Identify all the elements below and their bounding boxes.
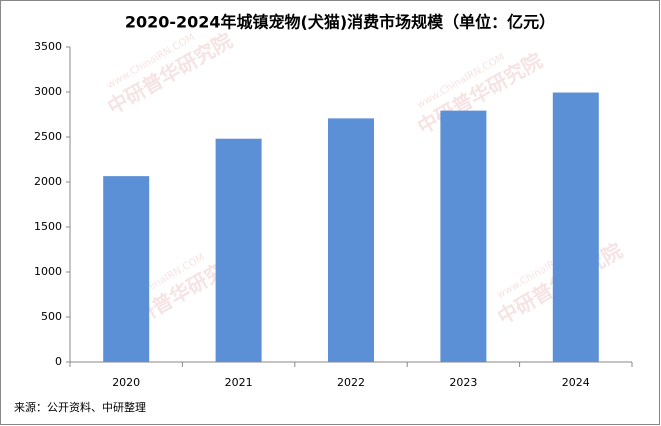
bar [552, 92, 599, 362]
bar [440, 110, 487, 362]
bar [328, 118, 374, 363]
y-tick-label: 3500 [34, 40, 62, 53]
chart-title: 2020-2024年城镇宠物(犬猫)消费市场规模（单位：亿元） [125, 13, 555, 32]
x-tick-label: 2022 [337, 376, 365, 389]
y-tick-label: 1000 [34, 265, 62, 278]
x-tick-label: 2023 [449, 376, 477, 389]
y-tick-label: 2500 [34, 130, 62, 143]
x-tick-label: 2020 [112, 376, 140, 389]
source-note: 来源：公开资料、中研整理 [14, 400, 146, 414]
x-tick-label: 2021 [225, 376, 253, 389]
y-tick-label: 0 [55, 355, 62, 368]
y-tick-label: 1500 [34, 220, 62, 233]
bar [103, 176, 150, 362]
y-tick-label: 500 [41, 310, 62, 323]
x-tick-label: 2024 [562, 376, 590, 389]
y-tick-label: 3000 [34, 85, 62, 98]
y-tick-label: 2000 [34, 175, 62, 188]
bar [215, 138, 262, 362]
